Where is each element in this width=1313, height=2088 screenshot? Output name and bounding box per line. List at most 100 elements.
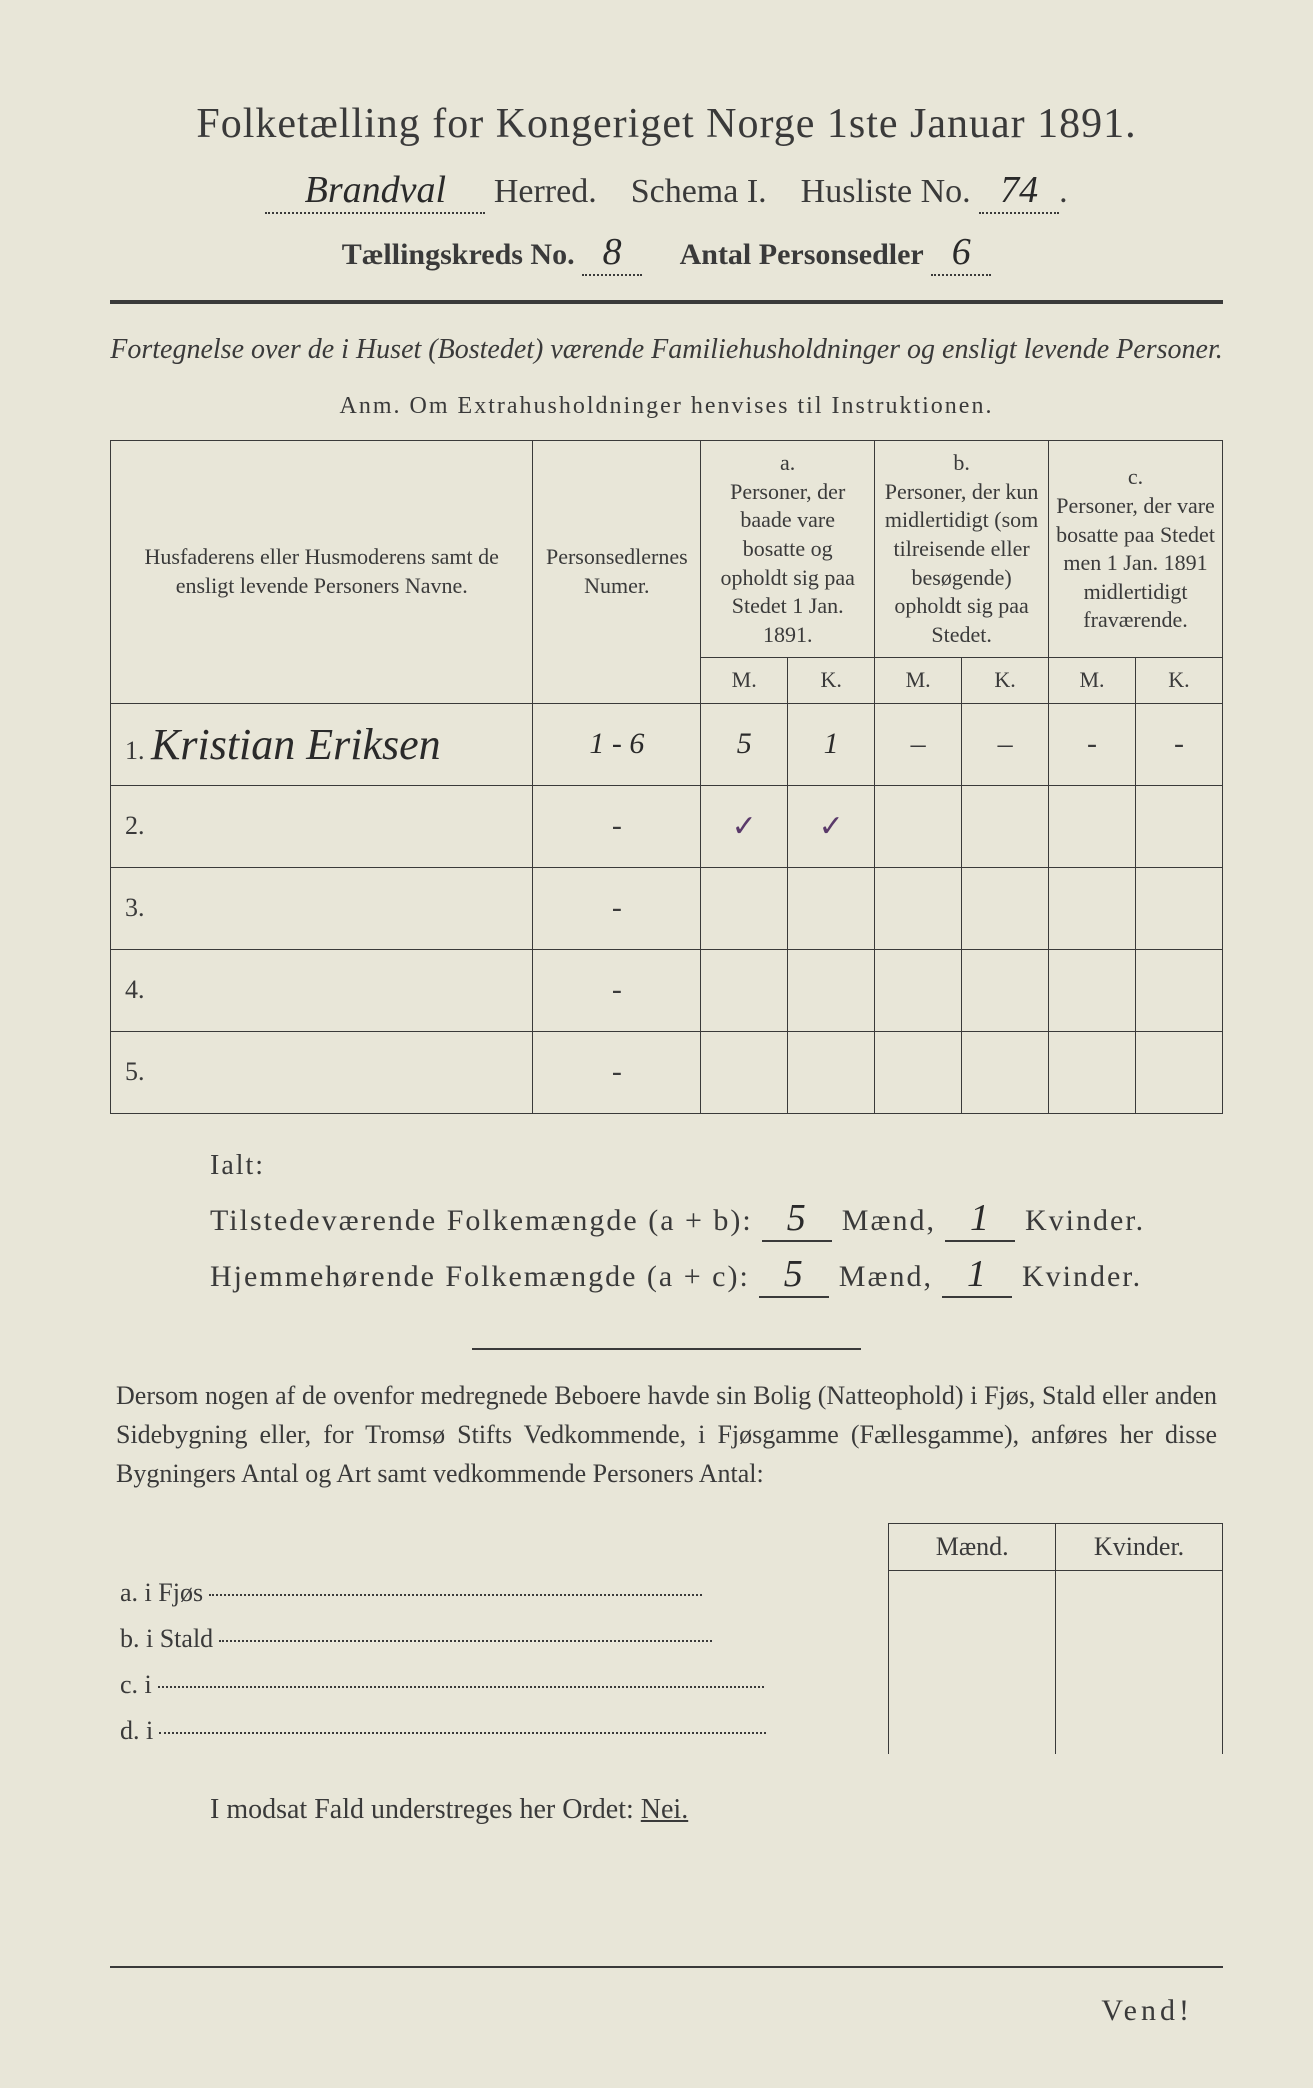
mini-kvinder: Kvinder. [1056, 1523, 1223, 1570]
cell-cK [1136, 785, 1223, 867]
mini-b-label: b. i Stald [120, 1624, 213, 1653]
row-name: 3. [111, 867, 533, 949]
row-name: 5. [111, 1031, 533, 1113]
th-b-label: b. Personer, der kun midlertidigt (som t… [875, 441, 1049, 658]
ialt-label: Ialt: [210, 1150, 1223, 1182]
cell-aM [701, 1031, 788, 1113]
dotfill [219, 1640, 712, 1642]
mini-a-label: a. i Fjøs [120, 1578, 203, 1607]
mini-label: c. i [110, 1662, 889, 1708]
a-text: Personer, der baade vare bosatte og opho… [707, 478, 868, 650]
table-row: 3. - [111, 867, 1223, 949]
th-names: Husfaderens eller Husmoderens samt de en… [111, 441, 533, 704]
vend-label: Vend! [110, 1994, 1223, 2028]
cell-bM [875, 949, 962, 1031]
cell-aK [788, 1031, 875, 1113]
row-person-name: Kristian Eriksen [151, 720, 441, 769]
census-form-page: Folketælling for Kongeriget Norge 1ste J… [0, 0, 1313, 2088]
row-name: 4. [111, 949, 533, 1031]
cell-bK: – [962, 703, 1049, 785]
sum1-label: Tilstedeværende Folkemængde (a + b): [210, 1204, 753, 1237]
maend-label: Mænd, [842, 1204, 936, 1237]
schema-label: Schema I. [631, 173, 767, 210]
table-row: 1. Kristian Eriksen 1 - 6 5 1 – – - - [111, 703, 1223, 785]
kreds-label: Tællingskreds No. [342, 238, 575, 271]
cell-aK: 1 [788, 703, 875, 785]
th-num: Personsedlernes Numer. [533, 441, 701, 704]
cell-bK [962, 1031, 1049, 1113]
cell-aK [788, 867, 875, 949]
b-letter: b. [881, 449, 1042, 478]
cell-cM [1049, 1031, 1136, 1113]
row-n: 1. [125, 736, 145, 765]
mini-label: d. i [110, 1708, 889, 1754]
rule-2 [472, 1348, 862, 1350]
sum2-m: 5 [759, 1252, 829, 1298]
personsedler-value: 6 [931, 230, 991, 276]
mini-k [1056, 1662, 1223, 1708]
meta-line-2: Tællingskreds No. 8 Antal Personsedler 6 [110, 230, 1223, 276]
paragraph-text: Dersom nogen af de ovenfor medregnede Be… [110, 1376, 1223, 1493]
anm-note: Anm. Om Extrahusholdninger henvises til … [110, 393, 1223, 420]
th-cM: M. [1049, 658, 1136, 704]
cell-aM: 5 [701, 703, 788, 785]
cell-aK [788, 949, 875, 1031]
maend-label: Mænd, [839, 1260, 933, 1293]
cell-aM: ✓ [701, 785, 788, 867]
rule-3 [110, 1966, 1223, 1968]
mini-k [1056, 1616, 1223, 1662]
footer-nei: Nei. [641, 1794, 688, 1825]
summary-block: Ialt: Tilstedeværende Folkemængde (a + b… [110, 1150, 1223, 1298]
cell-cK: - [1136, 703, 1223, 785]
cell-num: - [533, 949, 701, 1031]
mini-d-label: d. i [120, 1716, 153, 1745]
cell-num: - [533, 1031, 701, 1113]
mini-c-label: c. i [120, 1670, 152, 1699]
rule-1 [110, 300, 1223, 304]
cell-bK [962, 785, 1049, 867]
footer-text: I modsat Fald understreges her Ordet: [210, 1794, 641, 1825]
sum1-m: 5 [762, 1196, 832, 1242]
cell-cM [1049, 785, 1136, 867]
cell-bM [875, 1031, 962, 1113]
dotfill [159, 1732, 766, 1734]
mini-row: d. i [110, 1708, 1223, 1754]
th-c-label: c. Personer, der vare bosatte paa Stedet… [1049, 441, 1223, 658]
th-bM: M. [875, 658, 962, 704]
cell-cM: - [1049, 703, 1136, 785]
mini-m [889, 1662, 1056, 1708]
cell-bK [962, 949, 1049, 1031]
personsedler-label: Antal Personsedler [680, 238, 924, 271]
th-a-label: a. Personer, der baade vare bosatte og o… [701, 441, 875, 658]
table-body: 1. Kristian Eriksen 1 - 6 5 1 – – - - 2.… [111, 703, 1223, 1113]
husliste-value: 74 [979, 168, 1059, 214]
mini-label: b. i Stald [110, 1616, 889, 1662]
cell-cM [1049, 867, 1136, 949]
cell-aM [701, 867, 788, 949]
mini-blank [110, 1523, 889, 1570]
table-row: 2. - ✓ ✓ [111, 785, 1223, 867]
cell-cK [1136, 949, 1223, 1031]
mini-row: c. i [110, 1662, 1223, 1708]
cell-aK: ✓ [788, 785, 875, 867]
footer-line: I modsat Fald understreges her Ordet: Ne… [110, 1794, 1223, 1826]
cell-aM [701, 949, 788, 1031]
summary-row-1: Tilstedeværende Folkemængde (a + b): 5 M… [210, 1196, 1223, 1242]
cell-bK [962, 867, 1049, 949]
cell-num: - [533, 785, 701, 867]
meta-line-1: Brandval Herred. Schema I. Husliste No. … [110, 168, 1223, 214]
th-aK: K. [788, 658, 875, 704]
th-aM: M. [701, 658, 788, 704]
main-table: Husfaderens eller Husmoderens samt de en… [110, 440, 1223, 1114]
cell-cK [1136, 867, 1223, 949]
table-row: 4. - [111, 949, 1223, 1031]
sum2-label: Hjemmehørende Folkemængde (a + c): [210, 1260, 750, 1293]
mini-table: Mænd. Kvinder. a. i Fjøs b. i Stald [110, 1523, 1223, 1755]
mini-row: b. i Stald [110, 1616, 1223, 1662]
row-name: 1. Kristian Eriksen [111, 703, 533, 785]
table-row: 5. - [111, 1031, 1223, 1113]
husliste-label: Husliste No. [801, 173, 971, 210]
mini-m [889, 1616, 1056, 1662]
mini-m [889, 1570, 1056, 1616]
cell-bM: – [875, 703, 962, 785]
